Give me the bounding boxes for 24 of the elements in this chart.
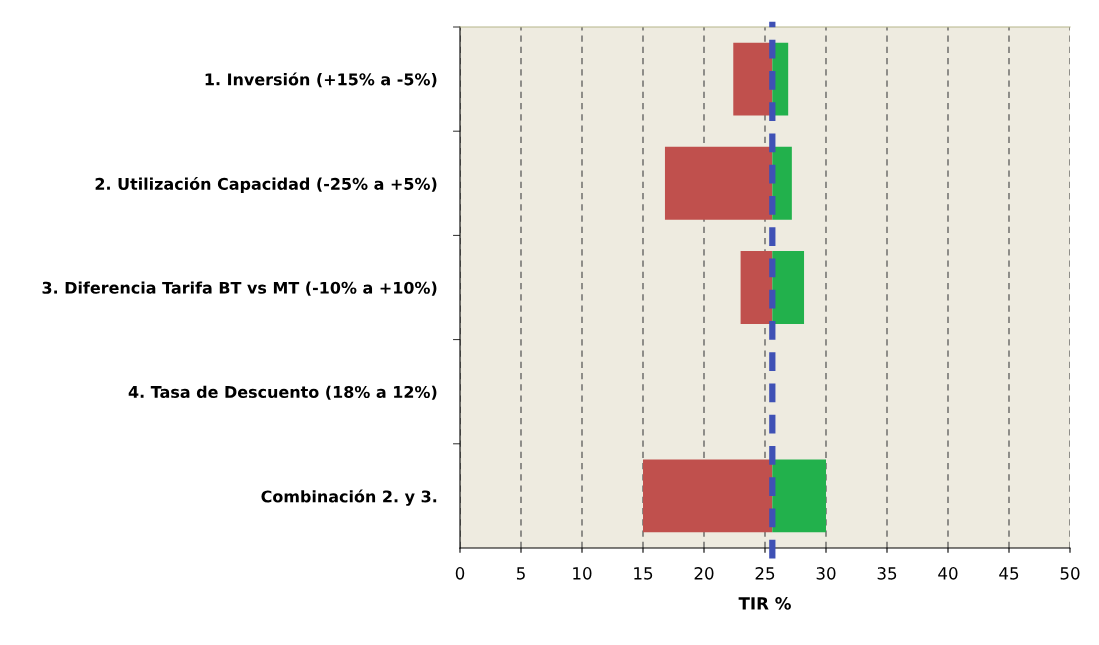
x-tick-label: 45 [999, 567, 1019, 580]
x-tick-label: 15 [634, 567, 653, 580]
y-tick-label: 2. Utilización Capacidad (-25% a +5%) [95, 176, 437, 194]
y-tick-label: 1. Inversión (+15% a -5%) [205, 72, 437, 88]
x-axis-title: TIR % [738, 597, 791, 610]
y-tick-label: Combinación 2. y 3. [261, 489, 437, 506]
x-tick-label: 35 [877, 567, 897, 580]
x-tick-label: 5 [516, 567, 525, 580]
bar [643, 459, 773, 533]
bar [733, 42, 773, 116]
bar [772, 459, 826, 533]
y-tick-label: 3. Diferencia Tarifa BT vs MT (-10% a +10%) [42, 281, 437, 296]
x-tick-label: 10 [573, 567, 592, 580]
bar [772, 251, 805, 324]
y-tick-label: 4. Tasa de Descuento (18% a 12%) [128, 385, 437, 400]
bar [740, 251, 773, 324]
bar [772, 146, 792, 220]
x-tick-label: 20 [694, 567, 714, 580]
x-tick-label: 30 [816, 567, 836, 580]
x-tick-label: 40 [938, 567, 958, 580]
x-tick-label: 0 [455, 567, 465, 580]
x-tick-label: 25 [755, 567, 775, 580]
bar [664, 146, 773, 220]
x-tick-label: 50 [1060, 567, 1080, 580]
